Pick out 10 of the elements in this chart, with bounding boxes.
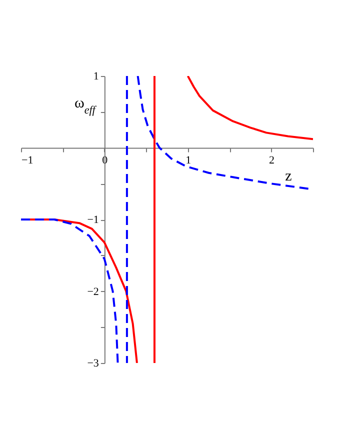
y-axis-title: ω$_{eff}$ bbox=[74, 96, 98, 116]
x-tick-label: 2 bbox=[269, 154, 275, 166]
y-tick-label: −3 bbox=[87, 358, 100, 370]
x-tick-label: 1 bbox=[186, 154, 192, 166]
x-tick-label: −1 bbox=[22, 154, 34, 166]
x-axis-title: z bbox=[285, 168, 292, 184]
y-tick-label: −2 bbox=[87, 286, 99, 298]
y-tick-label: 1 bbox=[93, 70, 99, 82]
x-tick-label: 0 bbox=[102, 154, 108, 166]
y-tick-label: −1 bbox=[87, 214, 99, 226]
